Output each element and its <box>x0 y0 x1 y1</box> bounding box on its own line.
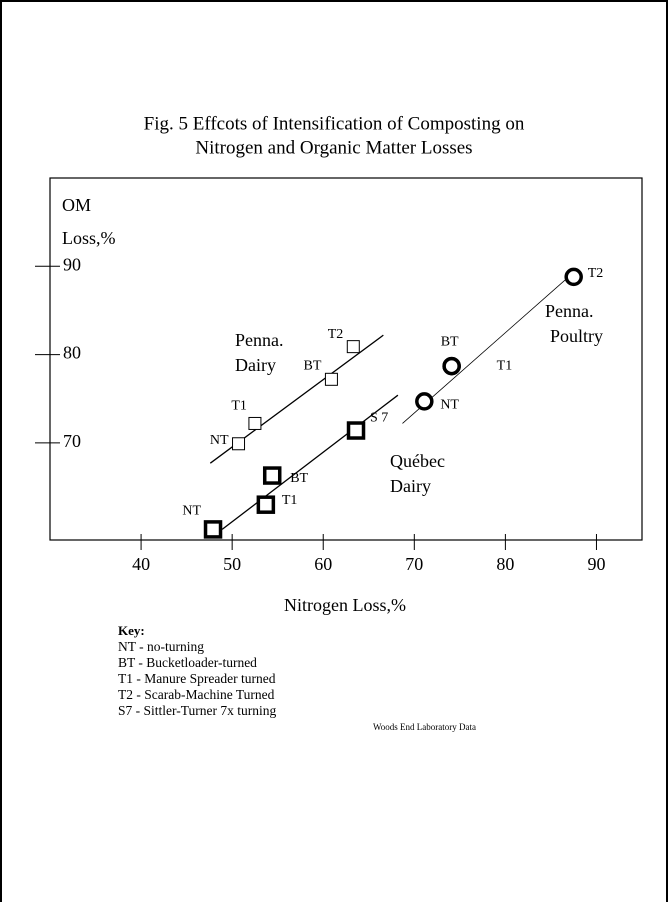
x-tick-label: 80 <box>496 554 514 574</box>
point <box>203 520 223 539</box>
key-item: S7 - Sittler-Turner 7x turning <box>118 703 276 718</box>
point <box>564 267 583 287</box>
key-item: BT - Bucketloader-turned <box>118 655 257 670</box>
x-tick-label: 50 <box>223 554 241 574</box>
series-label: Québec <box>390 451 445 471</box>
point <box>262 466 282 485</box>
x-axis-label: Nitrogen Loss,% <box>284 595 406 615</box>
point-label: NT <box>182 504 201 519</box>
key-title: Key: <box>118 623 145 638</box>
plot-frame <box>49 177 643 541</box>
point-label: BT <box>441 334 459 349</box>
chart-title: Fig. 5 Effcots of Intensification of Com… <box>144 113 525 134</box>
series-label: Penna. <box>235 330 284 350</box>
chart-title: Nitrogen and Organic Matter Losses <box>195 137 472 158</box>
y-axis-label: OM <box>62 195 91 215</box>
point <box>346 421 366 440</box>
y-tick-label: 70 <box>63 431 81 451</box>
point-label: S 7 <box>370 411 388 426</box>
point-label: T2 <box>588 266 604 281</box>
fit-line <box>221 394 399 530</box>
point-label: T1 <box>282 493 298 508</box>
point <box>442 356 461 376</box>
point <box>324 372 338 386</box>
point <box>232 437 246 451</box>
series-label: Poultry <box>550 326 603 346</box>
point <box>346 340 360 354</box>
point-label: BT <box>304 359 322 374</box>
key-item: T1 - Manure Spreader turned <box>118 671 276 686</box>
point-label: T1 <box>231 399 247 414</box>
point <box>248 416 262 430</box>
point-label: T1 <box>497 358 513 373</box>
key-item: NT - no-turning <box>118 639 204 654</box>
key-item: T2 - Scarab-Machine Turned <box>118 687 275 702</box>
point-label: NT <box>210 433 229 448</box>
x-tick-label: 40 <box>132 554 150 574</box>
series-label: Dairy <box>390 476 431 496</box>
point-label: NT <box>440 398 459 413</box>
x-tick-label: 90 <box>587 554 605 574</box>
series-label: Dairy <box>235 355 276 375</box>
x-tick-label: 60 <box>314 554 332 574</box>
y-tick-label: 90 <box>63 254 81 274</box>
point-label: T2 <box>328 327 344 342</box>
x-tick-label: 70 <box>405 554 423 574</box>
point <box>256 495 276 514</box>
y-tick-label: 80 <box>63 343 81 363</box>
source-note: Woods End Laboratory Data <box>373 722 476 732</box>
point <box>415 392 434 411</box>
y-axis-label: Loss,% <box>62 228 116 248</box>
point-label: BT <box>290 471 308 486</box>
series-label: Penna. <box>545 301 594 321</box>
